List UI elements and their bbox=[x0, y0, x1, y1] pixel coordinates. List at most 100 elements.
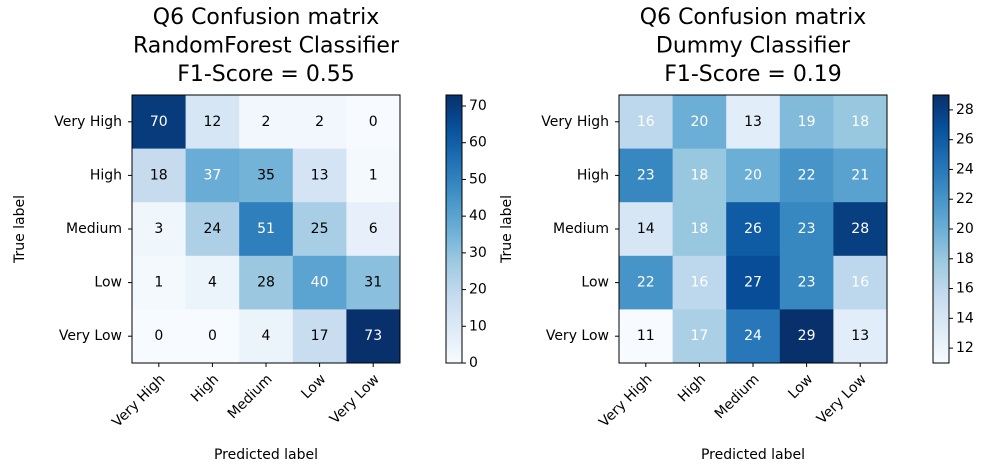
cell bbox=[833, 202, 888, 257]
cell-label: 40 bbox=[311, 275, 329, 291]
colorbar-tick-label: 26 bbox=[956, 132, 974, 148]
cell bbox=[132, 309, 187, 364]
cell bbox=[833, 255, 888, 310]
cell bbox=[239, 255, 294, 310]
cell bbox=[726, 255, 781, 310]
y-tick-label: Low bbox=[94, 275, 122, 291]
cell bbox=[346, 202, 401, 257]
cell bbox=[726, 202, 781, 257]
cell-label: 13 bbox=[311, 167, 329, 183]
cell-label: 0 bbox=[208, 328, 217, 344]
colorbar-tick-label: 20 bbox=[469, 282, 487, 298]
cell bbox=[292, 309, 347, 364]
y-axis-label: True label bbox=[12, 195, 28, 264]
cell bbox=[619, 255, 674, 310]
cell bbox=[672, 202, 727, 257]
cell-label: 2 bbox=[315, 114, 324, 130]
cell-label: 70 bbox=[150, 114, 168, 130]
y-axis-label: True label bbox=[499, 195, 515, 264]
cell-label: 1 bbox=[369, 167, 378, 183]
x-tick-label: Very High bbox=[596, 371, 655, 430]
cell-label: 19 bbox=[798, 114, 816, 130]
cell bbox=[185, 95, 240, 150]
cell bbox=[672, 309, 727, 364]
cell bbox=[292, 255, 347, 310]
x-axis-label: Predicted label bbox=[701, 447, 805, 463]
cell bbox=[346, 309, 401, 364]
cell-label: 0 bbox=[369, 114, 378, 130]
cell-label: 22 bbox=[798, 167, 816, 183]
cell bbox=[132, 255, 187, 310]
cell-label: 4 bbox=[208, 275, 217, 291]
y-tick-label: High bbox=[577, 167, 609, 183]
cell-label: 13 bbox=[851, 328, 869, 344]
colorbar bbox=[445, 94, 463, 364]
cell-label: 20 bbox=[690, 114, 708, 130]
x-tick-label: High bbox=[675, 371, 709, 405]
cell-label: 29 bbox=[798, 328, 816, 344]
cell-label: 16 bbox=[690, 275, 708, 291]
cell-label: 25 bbox=[311, 221, 329, 237]
cell bbox=[619, 95, 674, 150]
y-tick-label: Very Low bbox=[546, 328, 609, 344]
cell-label: 23 bbox=[798, 221, 816, 237]
cell bbox=[779, 148, 834, 203]
cell bbox=[346, 95, 401, 150]
colorbar-tick-label: 0 bbox=[469, 355, 478, 371]
cell-label: 14 bbox=[637, 221, 655, 237]
cell bbox=[726, 309, 781, 364]
x-axis-label: Predicted label bbox=[214, 447, 318, 463]
cell bbox=[779, 202, 834, 257]
cell-label: 22 bbox=[637, 275, 655, 291]
colorbar-tick-label: 40 bbox=[469, 208, 487, 224]
cell bbox=[779, 309, 834, 364]
cell-label: 2 bbox=[262, 114, 271, 130]
cell-label: 11 bbox=[637, 328, 655, 344]
cell bbox=[833, 95, 888, 150]
x-tick-label: Very High bbox=[109, 371, 168, 430]
y-tick-label: Low bbox=[581, 275, 609, 291]
cell-label: 28 bbox=[851, 221, 869, 237]
cell bbox=[239, 95, 294, 150]
cell-label: 16 bbox=[851, 275, 869, 291]
cell-label: 13 bbox=[744, 114, 762, 130]
cell bbox=[185, 148, 240, 203]
cell bbox=[672, 255, 727, 310]
chart-title: F1-Score = 0.55 bbox=[177, 62, 355, 87]
cell-label: 37 bbox=[203, 167, 221, 183]
cell-label: 12 bbox=[203, 114, 221, 130]
cell bbox=[672, 95, 727, 150]
cell-label: 51 bbox=[257, 221, 275, 237]
cell-label: 73 bbox=[364, 328, 382, 344]
colorbar-tick-label: 18 bbox=[956, 251, 974, 267]
colorbar-tick-label: 16 bbox=[956, 281, 974, 297]
x-tick-label: Very Low bbox=[814, 371, 870, 427]
y-tick-label: Very High bbox=[54, 114, 122, 130]
colorbar-tick-label: 14 bbox=[956, 310, 974, 326]
cell bbox=[619, 309, 674, 364]
colorbar-tick-label: 24 bbox=[956, 161, 974, 177]
cell bbox=[726, 148, 781, 203]
cell-label: 17 bbox=[311, 328, 329, 344]
x-tick-label: Medium bbox=[225, 371, 276, 422]
cell-label: 24 bbox=[744, 328, 762, 344]
chart-title: Q6 Confusion matrix bbox=[153, 5, 379, 30]
colorbar-tick-label: 50 bbox=[469, 171, 487, 187]
cell bbox=[779, 255, 834, 310]
chart-title: F1-Score = 0.19 bbox=[664, 62, 842, 87]
colorbar-tick-label: 12 bbox=[956, 340, 974, 356]
y-tick-label: Very High bbox=[541, 114, 609, 130]
cell bbox=[346, 148, 401, 203]
cell-label: 24 bbox=[203, 221, 221, 237]
cell bbox=[132, 95, 187, 150]
cell-label: 21 bbox=[851, 167, 869, 183]
cell-label: 35 bbox=[257, 167, 275, 183]
cell-label: 18 bbox=[150, 167, 168, 183]
cell-label: 23 bbox=[637, 167, 655, 183]
chart-title: Q6 Confusion matrix bbox=[640, 5, 866, 30]
cell bbox=[239, 148, 294, 203]
cell-label: 1 bbox=[154, 275, 163, 291]
cell-label: 3 bbox=[154, 221, 163, 237]
chart-title: Dummy Classifier bbox=[656, 34, 851, 59]
